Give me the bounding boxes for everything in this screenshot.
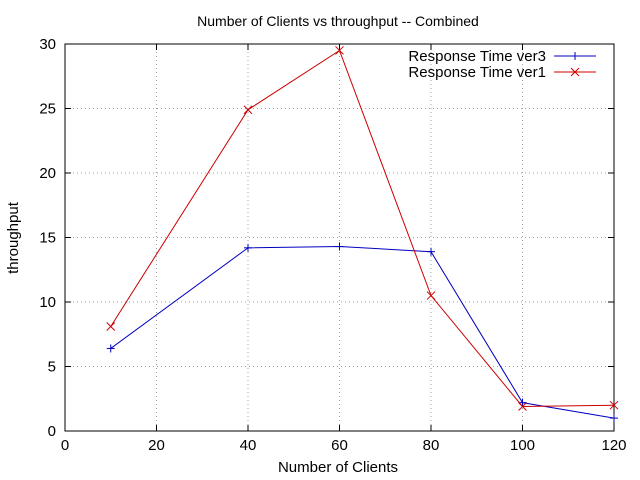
series-line bbox=[110, 49, 615, 407]
data-point bbox=[518, 402, 527, 411]
series-layer bbox=[106, 46, 619, 423]
legend-label: Response Time ver3 bbox=[408, 48, 546, 65]
y-tick-label: 20 bbox=[39, 165, 56, 182]
x-tick-label: 80 bbox=[423, 437, 440, 454]
x-tick-label: 100 bbox=[510, 437, 535, 454]
data-point bbox=[106, 322, 116, 331]
x-tick-label: 20 bbox=[148, 437, 165, 454]
data-point bbox=[106, 344, 115, 353]
x-tick-label: 60 bbox=[331, 437, 348, 454]
y-tick-label: 25 bbox=[39, 101, 56, 118]
series-line bbox=[110, 246, 615, 419]
y-tick-label: 30 bbox=[39, 36, 56, 53]
axis-ticks: 0 20 40 60 80 100 120 0 5 10 15 20 25 30 bbox=[39, 36, 626, 454]
y-tick-label: 5 bbox=[48, 359, 56, 376]
legend-marker bbox=[570, 67, 580, 77]
y-tick-label: 0 bbox=[48, 423, 56, 440]
y-axis-label: throughput bbox=[5, 201, 22, 274]
data-point bbox=[609, 400, 619, 410]
legend-label: Response Time ver1 bbox=[408, 64, 546, 81]
data-point bbox=[244, 243, 252, 252]
y-tick-label: 15 bbox=[39, 230, 56, 247]
data-point bbox=[426, 291, 436, 300]
x-tick-label: 0 bbox=[61, 437, 69, 454]
data-point bbox=[243, 105, 253, 115]
x-axis-label: Number of Clients bbox=[278, 459, 398, 476]
grid bbox=[65, 44, 614, 431]
data-point bbox=[335, 242, 344, 251]
legend-entry: Response Time ver3 bbox=[408, 48, 596, 65]
x-tick-label: 120 bbox=[601, 437, 626, 454]
x-tick-label: 40 bbox=[240, 437, 257, 454]
data-point bbox=[335, 46, 344, 55]
series-2 bbox=[106, 46, 619, 411]
data-point bbox=[427, 247, 435, 256]
series-1 bbox=[106, 242, 618, 423]
legend-marker bbox=[571, 52, 579, 60]
legend-entry: Response Time ver1 bbox=[408, 64, 596, 81]
data-point bbox=[610, 414, 618, 423]
y-tick-label: 10 bbox=[39, 294, 56, 311]
chart-title: Number of Clients vs throughput -- Combi… bbox=[197, 13, 479, 29]
